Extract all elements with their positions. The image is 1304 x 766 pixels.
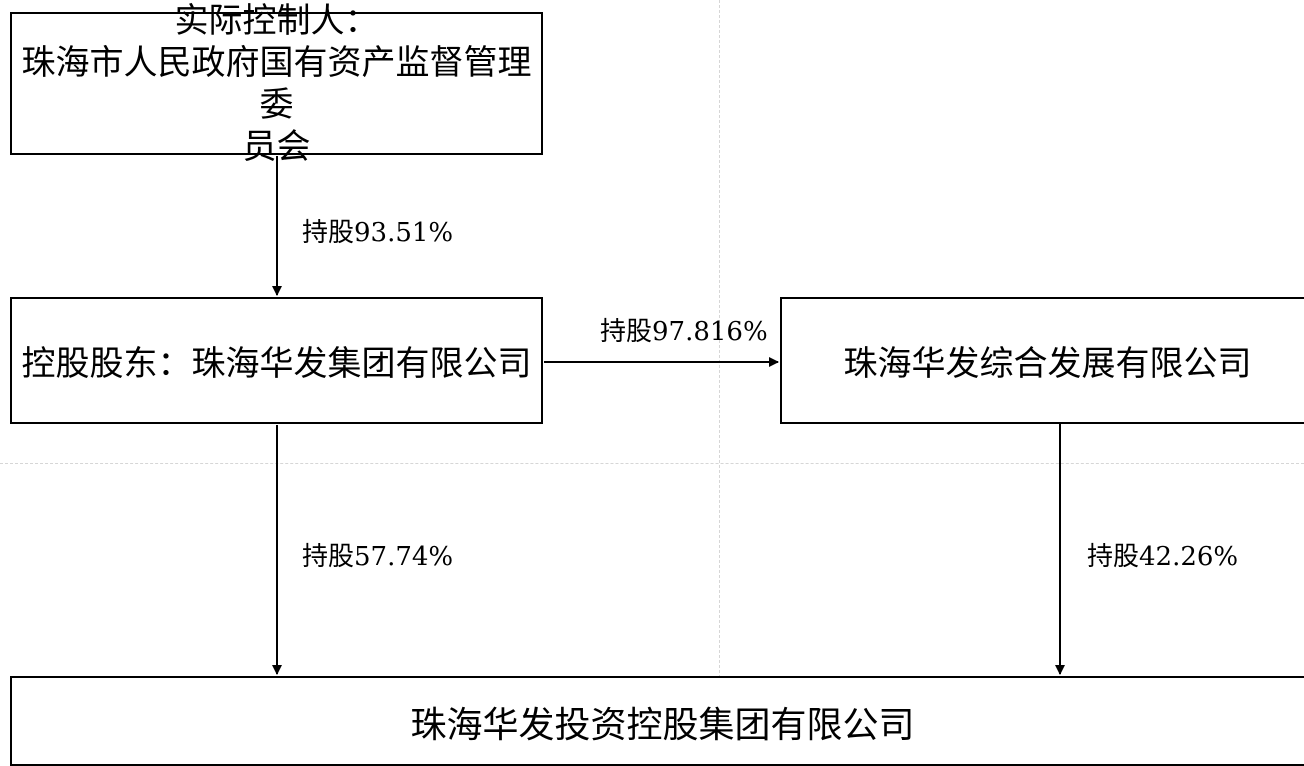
node-actual-controller: 实际控制人： 珠海市人民政府国有资产监督管理委 员会	[10, 1, 543, 167]
guide-line-vertical	[719, 0, 720, 753]
node-controlling-shareholder: 控股股东：珠海华发集团有限公司	[10, 297, 543, 424]
node-actual-controller-line-3: 员会	[242, 126, 311, 167]
node-actual-controller-line-1: 实际控制人：	[174, 0, 379, 41]
edge-label-development-target: 持股42.26%	[1087, 542, 1239, 572]
edge-label-holder-target: 持股57.74%	[302, 542, 454, 572]
node-investment-holding: 珠海华发投资控股集团有限公司	[10, 676, 1304, 766]
node-investment-holding-label: 珠海华发投资控股集团有限公司	[410, 705, 915, 746]
node-comprehensive-development-label: 珠海华发综合发展有限公司	[843, 344, 1252, 384]
node-actual-controller-line-2: 珠海市人民政府国有资产监督管理委	[21, 42, 532, 125]
node-controlling-shareholder-label: 控股股东：珠海华发集团有限公司	[21, 344, 532, 384]
edge-label-holder-development: 持股97.816%	[600, 317, 768, 347]
node-comprehensive-development: 珠海华发综合发展有限公司	[780, 297, 1304, 424]
edge-label-controller-holder: 持股93.51%	[302, 218, 454, 248]
guide-line-horizontal	[0, 463, 1304, 464]
